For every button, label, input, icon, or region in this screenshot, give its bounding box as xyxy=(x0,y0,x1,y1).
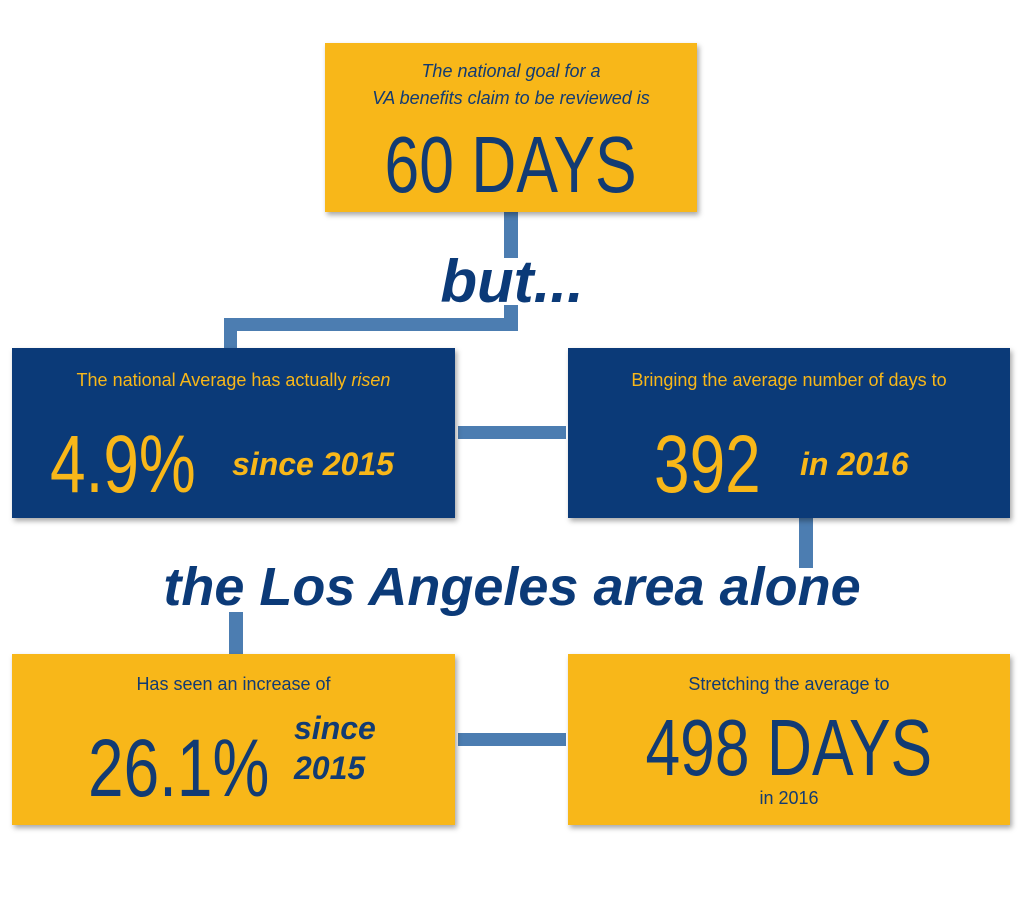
connector-line xyxy=(458,426,566,439)
connector-line xyxy=(458,733,566,746)
caption: VA benefits claim to be reviewed is xyxy=(372,88,650,108)
la-increase-box: Has seen an increase of 26.1% since 2015 xyxy=(12,654,455,825)
connector-text: the Los Angeles area alone xyxy=(163,557,861,617)
qualifier: 2015 xyxy=(294,750,366,786)
goal-box: The national goal for a VA benefits clai… xyxy=(325,43,697,212)
qualifier: since 2015 xyxy=(232,446,394,482)
caption: The national goal for a xyxy=(421,61,601,81)
caption: The national Average has actually xyxy=(76,370,347,390)
caption: Bringing the average number of days to xyxy=(631,370,947,390)
caption: Stretching the average to xyxy=(688,674,890,694)
connector-line xyxy=(799,518,813,568)
figure: 392 xyxy=(654,419,761,510)
la-days-box: Stretching the average to 498 DAYS in 20… xyxy=(568,654,1010,825)
figure: 26.1% xyxy=(88,723,270,814)
connector-line xyxy=(504,212,518,258)
caption-emphasis: risen xyxy=(351,370,391,390)
connector-line xyxy=(224,318,237,350)
connector-text: but... xyxy=(440,248,584,315)
figure: 4.9% xyxy=(50,419,196,510)
figure: 60 DAYS xyxy=(384,120,638,209)
connector-line xyxy=(229,612,243,656)
qualifier: in 2016 xyxy=(800,446,909,482)
national-average-box: The national Average has actually risen … xyxy=(12,348,455,518)
caption: Has seen an increase of xyxy=(136,674,331,694)
qualifier: since xyxy=(294,710,376,746)
national-days-box: Bringing the average number of days to 3… xyxy=(568,348,1010,518)
connector-line xyxy=(224,318,518,331)
figure: 498 DAYS xyxy=(645,703,933,792)
qualifier: in 2016 xyxy=(759,788,819,808)
